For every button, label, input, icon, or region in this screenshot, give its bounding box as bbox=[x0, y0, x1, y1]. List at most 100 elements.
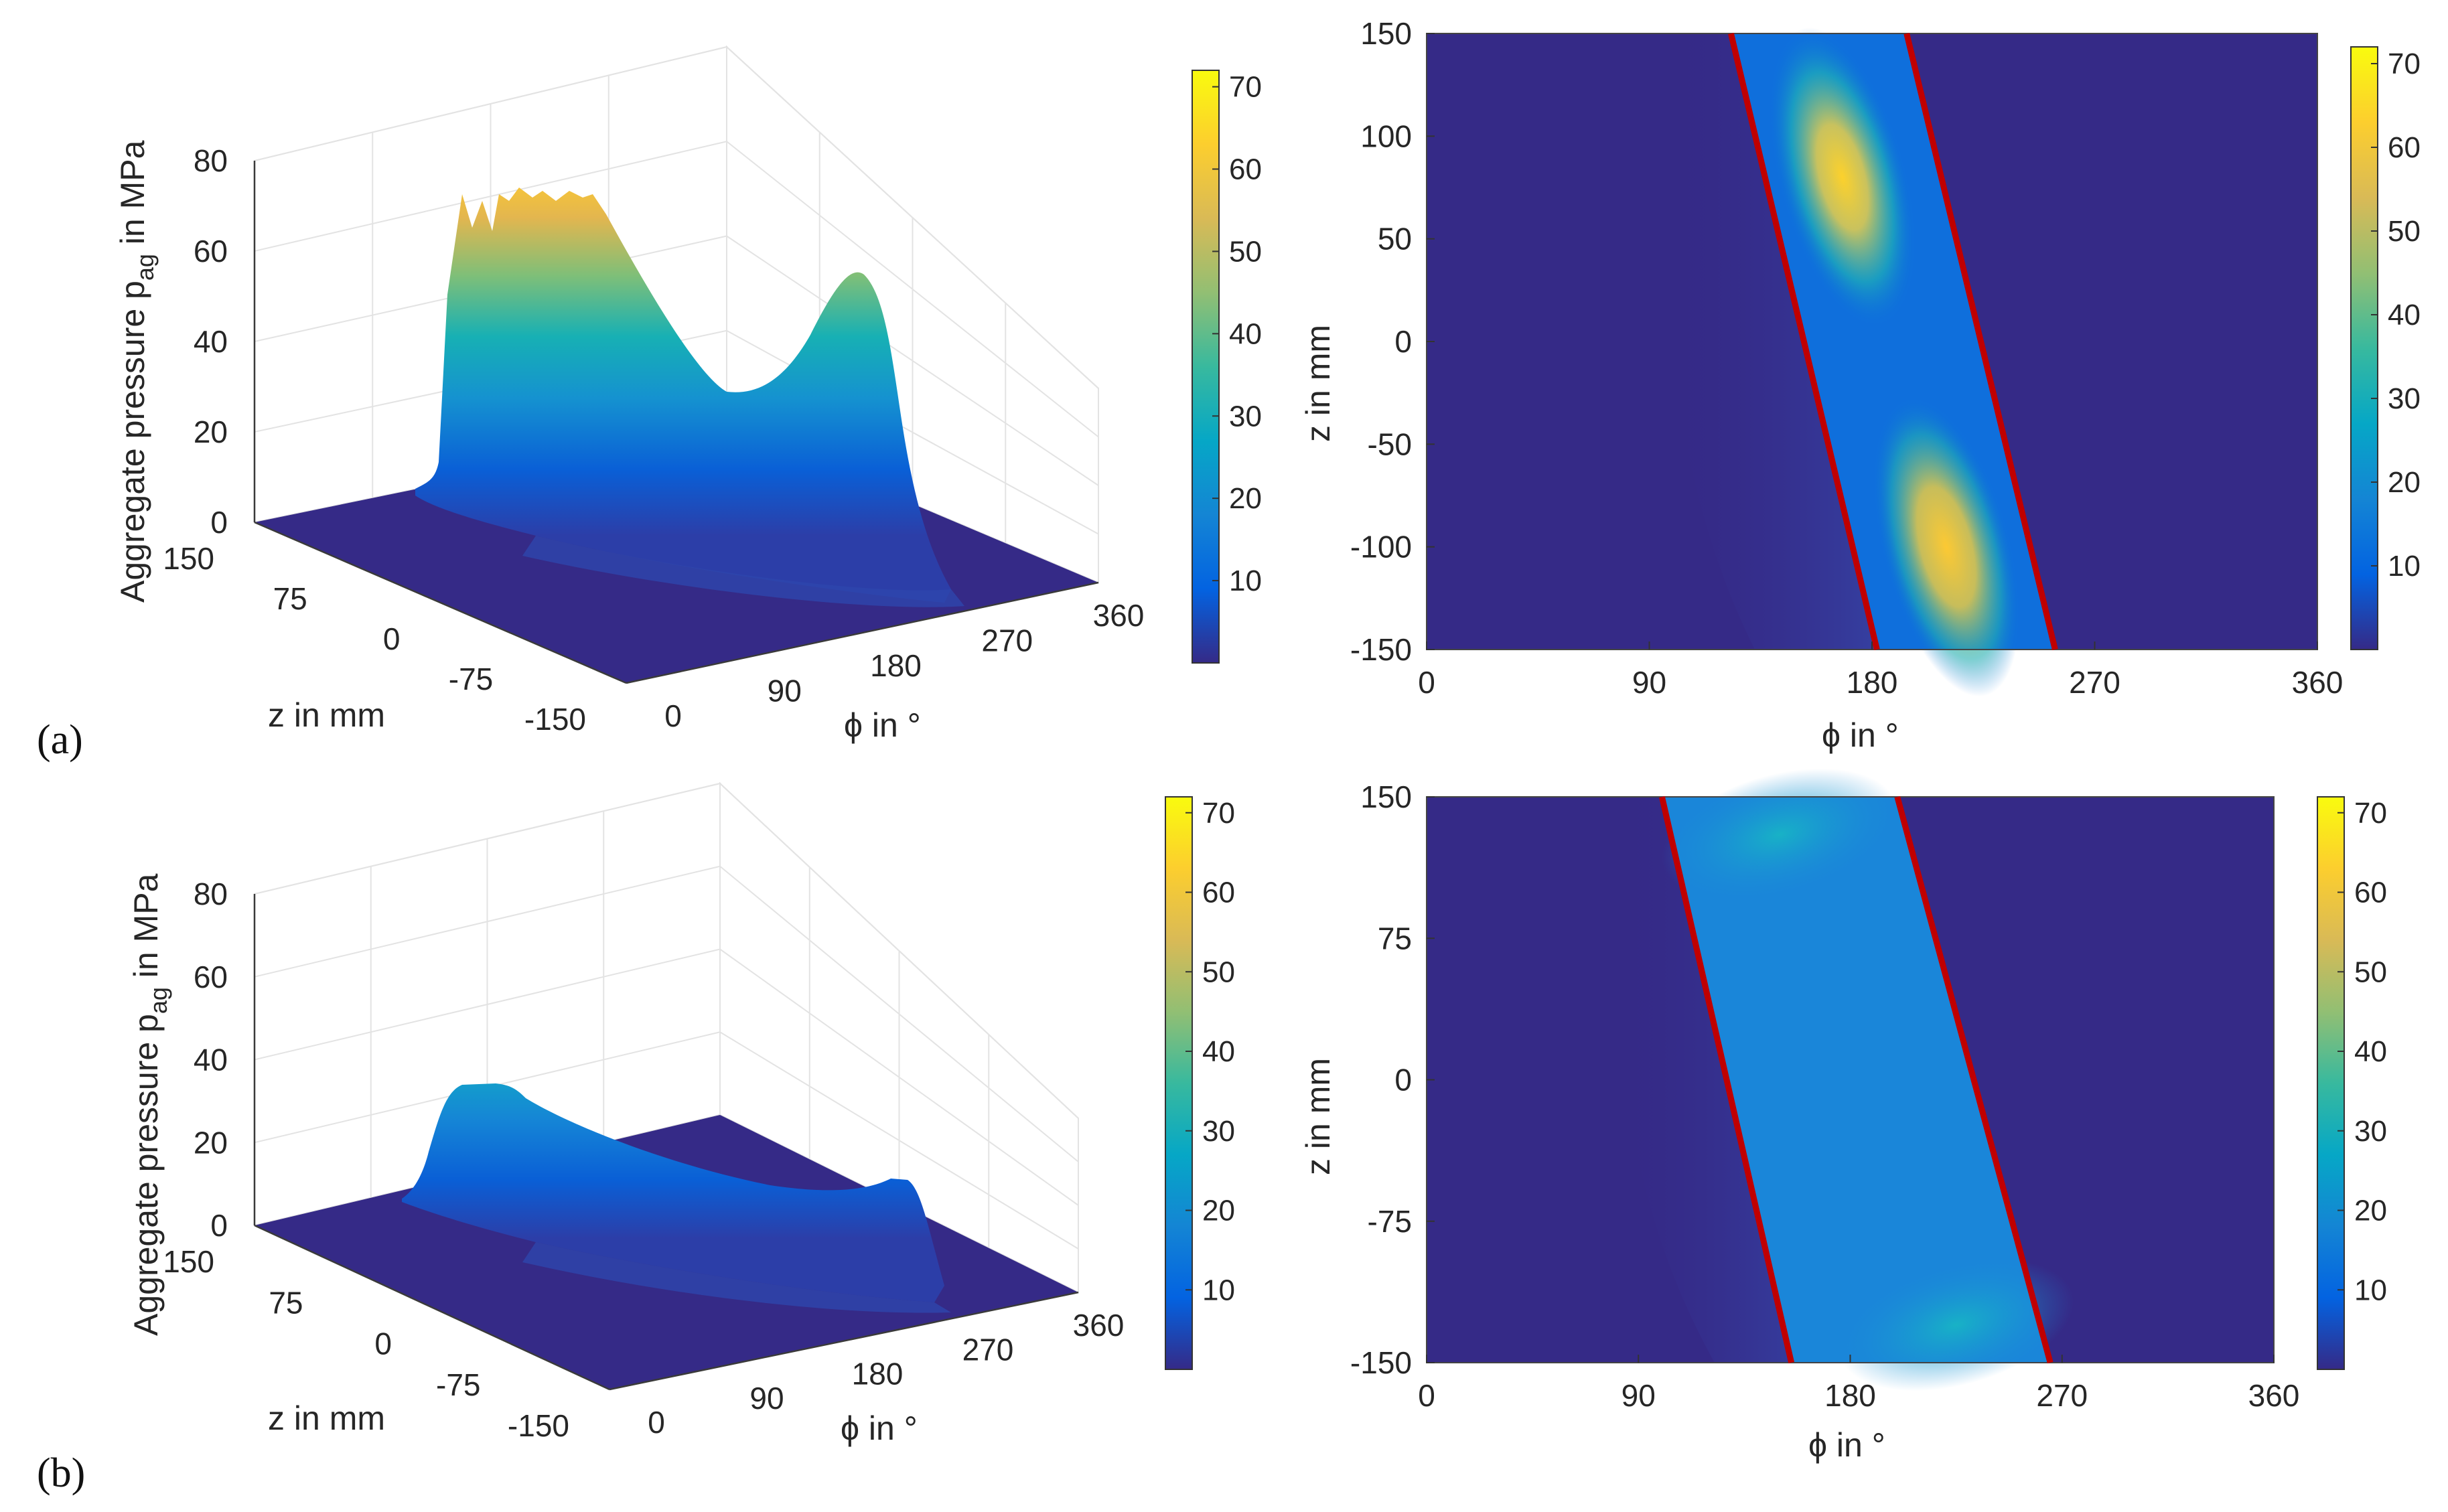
y-tick-label: -75 bbox=[436, 1367, 480, 1402]
panel-a-heatmap-colorbar bbox=[2350, 46, 2378, 650]
y-tick-label: 150 bbox=[163, 541, 214, 576]
panel-a-tick-labels: 0 20 40 60 80 150 75 0 -75 -150 0 90 180 270 360 bbox=[163, 143, 1144, 737]
x-tick-label: 360 bbox=[2248, 1378, 2300, 1413]
panel-b-heatmap-ticks: 0 90 180 270 360 150 75 0 -75 -150 bbox=[1350, 779, 2299, 1413]
colorbar-tick-label: 30 bbox=[2354, 1115, 2387, 1148]
panel-b-heatmap-x-axis-title: ϕ in ° bbox=[1808, 1426, 1885, 1464]
grid-line bbox=[254, 46, 727, 161]
x-tick-label: 270 bbox=[981, 623, 1033, 658]
y-tick-label: 75 bbox=[273, 581, 307, 616]
grid-line bbox=[726, 46, 1099, 389]
panel-a-heatmap-haze bbox=[1666, 33, 1875, 650]
panel-b-surface bbox=[402, 1083, 944, 1302]
z-tick-label: 60 bbox=[194, 960, 228, 994]
grid-line bbox=[254, 783, 721, 895]
panel-b-surface-colorbar bbox=[1165, 796, 1193, 1370]
panel-b-surface-skirt bbox=[522, 1242, 951, 1313]
panel-a-surface-skirt bbox=[522, 536, 964, 607]
y-tick-label: 100 bbox=[1360, 119, 1412, 153]
panel-a-surface-colorbar bbox=[1192, 70, 1220, 664]
y-tick-label: 75 bbox=[269, 1285, 303, 1320]
colorbar-tick-label: 70 bbox=[1202, 797, 1235, 830]
grid-line bbox=[726, 235, 1099, 486]
y-tick-label: 150 bbox=[1360, 16, 1412, 51]
colorbar-tick-label: 10 bbox=[2388, 550, 2421, 583]
x-tick-label: 90 bbox=[768, 674, 802, 708]
colorbar-tick-label: 70 bbox=[1229, 71, 1262, 104]
grid-line bbox=[254, 948, 721, 1061]
panel-a-z-axis-title: Aggregate pressure pag in MPa bbox=[114, 140, 159, 603]
x-tick-label: 90 bbox=[749, 1381, 784, 1416]
colorbar-tick-label: 40 bbox=[1202, 1035, 1235, 1068]
boundary-line bbox=[1894, 796, 2054, 1364]
x-tick-label: 180 bbox=[852, 1357, 904, 1391]
colorbar-tick-label: 60 bbox=[2388, 131, 2421, 164]
y-tick-label: 0 bbox=[383, 621, 401, 656]
colorbar-tick-label: 50 bbox=[1202, 956, 1235, 988]
colorbar-tick-label: 50 bbox=[2388, 215, 2421, 248]
y-tick-label: -50 bbox=[1368, 427, 1412, 461]
y-tick-label: 0 bbox=[374, 1327, 392, 1361]
boundary-line bbox=[1659, 796, 1795, 1364]
hot-spot bbox=[1839, 1259, 2074, 1391]
colorbar-tick-label: 70 bbox=[2388, 48, 2421, 80]
grid-line bbox=[254, 141, 727, 252]
grid-line bbox=[719, 948, 1079, 1206]
z-tick-label: 0 bbox=[210, 1208, 228, 1243]
colorbar-tick-label: 50 bbox=[2354, 956, 2387, 988]
colorbar-tick-label: 20 bbox=[1229, 482, 1262, 515]
y-tick-label: -75 bbox=[449, 662, 493, 696]
z-tick-label: 80 bbox=[194, 143, 228, 178]
panel-b-z-axis-title: Aggregate pressure pag in MPa bbox=[127, 873, 172, 1336]
panel-a-boundary-lines bbox=[1728, 32, 2058, 651]
x-tick-label: 270 bbox=[2069, 665, 2120, 700]
panel-label-b: (b) bbox=[37, 1450, 85, 1496]
panel-b-heatmap-colorbar bbox=[2317, 796, 2345, 1370]
colorbar-tick-label: 30 bbox=[1202, 1115, 1235, 1148]
grid-line bbox=[726, 141, 1099, 438]
y-tick-label: -75 bbox=[1368, 1204, 1412, 1239]
z-tick-label: 0 bbox=[210, 505, 228, 540]
panel-b-heatmap: 0 90 180 270 360 150 75 0 -75 -150 ϕ in ° z in mm… bbox=[1299, 768, 2387, 1464]
x-tick-label: 90 bbox=[1622, 1378, 1656, 1413]
z-tick-label: 20 bbox=[194, 414, 228, 449]
colorbar-tick-label: 50 bbox=[1229, 235, 1262, 268]
x-tick-label: 180 bbox=[870, 648, 922, 683]
z-tick-label: 20 bbox=[194, 1125, 228, 1160]
x-tick-label: 180 bbox=[1847, 665, 1898, 700]
x-tick-label: 180 bbox=[1824, 1378, 1876, 1413]
colorbar-tick-label: 10 bbox=[1202, 1274, 1235, 1306]
y-tick-label: 150 bbox=[163, 1244, 214, 1279]
panel-a-surface-colorbar-ticks: 10 20 30 40 50 60 70 bbox=[1212, 71, 1262, 597]
colorbar-tick-label: 60 bbox=[2354, 877, 2387, 909]
z-tick-label: 80 bbox=[194, 877, 228, 911]
x-tick-label: 90 bbox=[1632, 665, 1666, 700]
colorbar-tick-label: 60 bbox=[1229, 153, 1262, 186]
z-tick-label: 40 bbox=[194, 1043, 228, 1077]
panel-b-tick-labels: 0 20 40 60 80 150 75 0 -75 -150 0 90 180 270 360 bbox=[163, 877, 1124, 1443]
x-tick-label: 0 bbox=[1418, 665, 1435, 700]
colorbar-tick-label: 30 bbox=[2388, 382, 2421, 415]
panel-b-surface-plot: 0 20 40 60 80 150 75 0 -75 -150 0 90 180 270 360 Aggre… bbox=[127, 781, 1235, 1447]
colorbar-tick-label: 40 bbox=[1229, 317, 1262, 350]
panel-a-heatmap-x-axis-title: ϕ in ° bbox=[1822, 716, 1899, 754]
panel-b-boundary-lines bbox=[1659, 796, 2054, 1364]
y-tick-label: -150 bbox=[508, 1408, 569, 1443]
y-tick-label: 0 bbox=[1394, 1063, 1412, 1098]
x-tick-label: 360 bbox=[2292, 665, 2344, 700]
x-tick-label: 0 bbox=[664, 698, 682, 733]
panel-a-heatmap-colorbar-ticks: 10 20 30 40 50 60 70 bbox=[2371, 48, 2421, 583]
x-tick-label: 270 bbox=[962, 1332, 1014, 1367]
grid-line bbox=[719, 865, 1079, 1162]
grid-line bbox=[726, 329, 1099, 535]
colorbar-tick-label: 10 bbox=[2354, 1274, 2387, 1306]
y-tick-label: -150 bbox=[1350, 1345, 1412, 1380]
panel-a-heatmap-ticks: 0 90 180 270 360 150 100 50 0 -50 -100 -150 bbox=[1350, 16, 2343, 700]
x-tick-label: 270 bbox=[2036, 1378, 2088, 1413]
panel-b-heatmap-y-axis-title: z in mm bbox=[1299, 1058, 1337, 1175]
hot-spot bbox=[1873, 397, 2020, 697]
panel-a-x-axis-title: ϕ in ° bbox=[844, 706, 921, 744]
panel-label-a: (a) bbox=[37, 717, 83, 763]
